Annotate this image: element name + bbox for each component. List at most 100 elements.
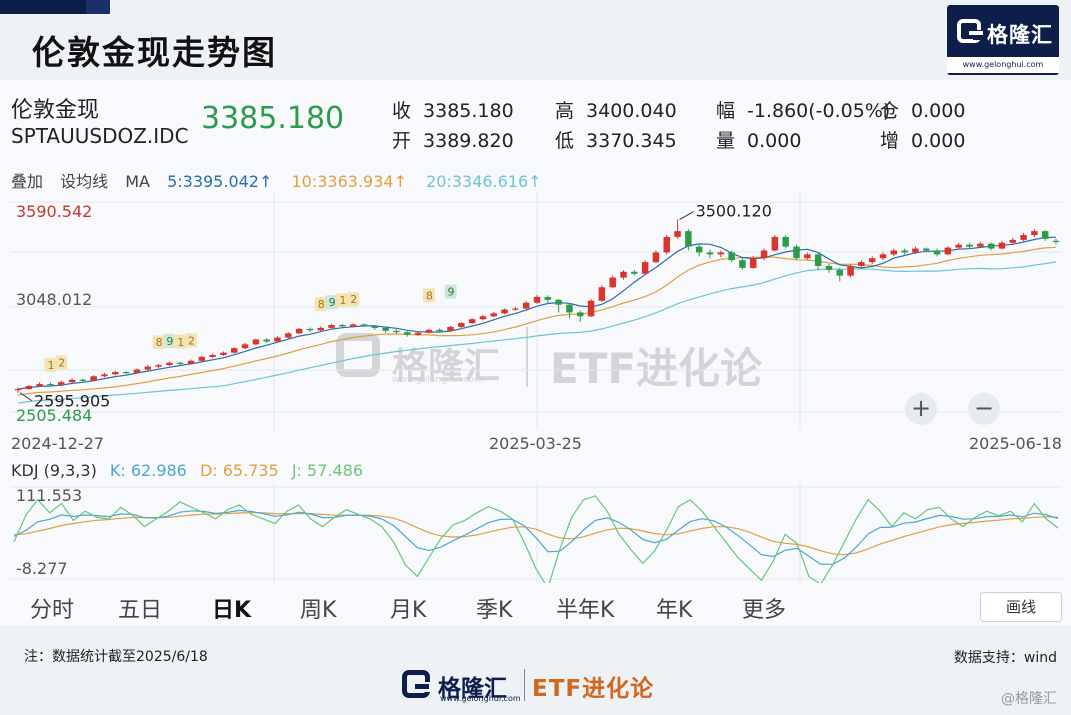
candle-body [825, 265, 833, 270]
quote-field-open-interest: 仓 0.000 [880, 96, 965, 123]
candle-body [295, 328, 303, 334]
td-badge [444, 284, 457, 299]
candle-body [349, 324, 357, 327]
quote-field-value: 0.000 [911, 100, 966, 122]
candle-body [241, 344, 249, 349]
footer-g-bar [415, 684, 429, 689]
y-axis-max-label: 3590.542 [16, 202, 93, 221]
watermark-separator [526, 327, 528, 387]
ma10-line [17, 246, 1057, 396]
ma20-value: 20:3346.616↑ [426, 172, 542, 191]
watermark-tag: ETF进化论 [550, 344, 763, 393]
td-badge-label: 1 [47, 359, 54, 372]
candle-body [1009, 239, 1016, 243]
zoom-in-button[interactable]: + [905, 393, 937, 425]
candle-body [490, 313, 497, 317]
quote-field-low: 低 3370.345 [555, 126, 677, 153]
candle-body [522, 302, 530, 309]
x-axis-start-label: 2024-12-27 [11, 434, 104, 453]
candle-body [252, 339, 260, 345]
candle-body [58, 382, 65, 385]
kdj-d-number: 65.735 [222, 461, 279, 480]
ma10-value: 10:3363.934↑ [291, 172, 407, 191]
data-source: 数据支持：wind [953, 650, 1057, 666]
x-axis-mid-label: 2025-03-25 [489, 434, 582, 453]
quote-field-high: 高 3400.040 [555, 96, 677, 123]
candle-body [544, 296, 552, 300]
tab-intraday[interactable]: 分时 [30, 598, 75, 623]
candle-body [912, 248, 919, 253]
candle-body [220, 352, 227, 355]
candle-body [641, 262, 649, 274]
candle-body [176, 362, 184, 364]
candle-body [414, 332, 422, 335]
candle-body [858, 262, 865, 266]
candle-body [685, 231, 692, 247]
tab-half-year-k[interactable]: 半年K [556, 598, 615, 623]
tab-weekly-k[interactable]: 周K [300, 598, 337, 623]
brand-name: 格隆汇 [987, 23, 1053, 47]
candle-body [133, 369, 141, 373]
kdj-title: KDJ (9,3,3) [11, 461, 97, 480]
candle-body [966, 244, 973, 247]
tab-quarterly-k[interactable]: 季K [476, 598, 513, 623]
kdj-chart[interactable] [10, 483, 1062, 583]
quote-field-value: -1.860(-0.05%) [747, 100, 891, 122]
tab-more[interactable]: 更多 [742, 598, 787, 623]
zoom-out-button[interactable]: − [968, 393, 1000, 425]
candle-body [360, 324, 368, 326]
overlay-button[interactable]: 叠加 [11, 172, 44, 191]
td-badge-label: 1 [177, 336, 184, 349]
candle-body [479, 316, 487, 320]
top-accent-bar-dark [0, 0, 86, 14]
tab-yearly-k[interactable]: 年K [656, 598, 693, 623]
tab-daily-k[interactable]: 日K [212, 598, 252, 623]
candle-body [447, 326, 454, 331]
kdj-k-line [13, 509, 1059, 565]
candle-body [382, 327, 389, 331]
td-badge [163, 333, 176, 348]
corner-watermark: @格隆汇 [1001, 691, 1057, 707]
watermark-logo: 格隆汇 www.gelonghui.com ETF进化论 [336, 327, 796, 393]
last-price: 3385.180 [201, 101, 345, 136]
td-badge-label: 2 [188, 334, 195, 347]
candle-body [155, 365, 162, 367]
candle-body [587, 300, 595, 317]
candle-body [458, 323, 465, 327]
ma-label: MA [125, 172, 150, 191]
candle-body [750, 258, 757, 268]
tab-five-day[interactable]: 五日 [118, 598, 163, 623]
y-axis-mid-label: 3048.012 [16, 290, 93, 309]
draw-line-button[interactable]: 画线 [980, 592, 1062, 622]
candle-body [577, 312, 584, 317]
candle-body [695, 246, 703, 253]
candle-body [1052, 240, 1060, 243]
kdj-k-number: 62.986 [130, 461, 187, 480]
kdj-y-max-label: 111.553 [16, 486, 83, 505]
period-tabs: 分时 五日 日K 周K 月K 季K 半年K 年K 更多 [0, 592, 900, 623]
candle-body [25, 385, 33, 390]
kdj-y-min-label: -8.277 [16, 559, 68, 578]
candle-body [793, 246, 800, 259]
quote-field-value: 0.000 [911, 130, 966, 152]
candle-body [47, 384, 54, 386]
footer-tag: ETF进化论 [532, 676, 655, 702]
low-price-label: 2595.905 [34, 392, 110, 411]
candle-body [868, 258, 876, 263]
td-badge-label: 9 [329, 296, 336, 309]
kdj-d-value: D: 65.735 [199, 461, 279, 480]
candle-body [782, 236, 789, 247]
set-ma-button[interactable]: 设均线 [60, 172, 109, 191]
high-marker-line [679, 211, 694, 220]
candle-body [285, 333, 292, 338]
candle-body [847, 265, 854, 276]
candle-body [555, 299, 562, 305]
candle-body [371, 325, 379, 328]
quote-field-value: 3385.180 [423, 100, 514, 122]
tab-monthly-k[interactable]: 月K [390, 598, 427, 623]
candle-body [879, 254, 887, 259]
candle-body [122, 372, 130, 374]
candle-body [652, 252, 660, 263]
